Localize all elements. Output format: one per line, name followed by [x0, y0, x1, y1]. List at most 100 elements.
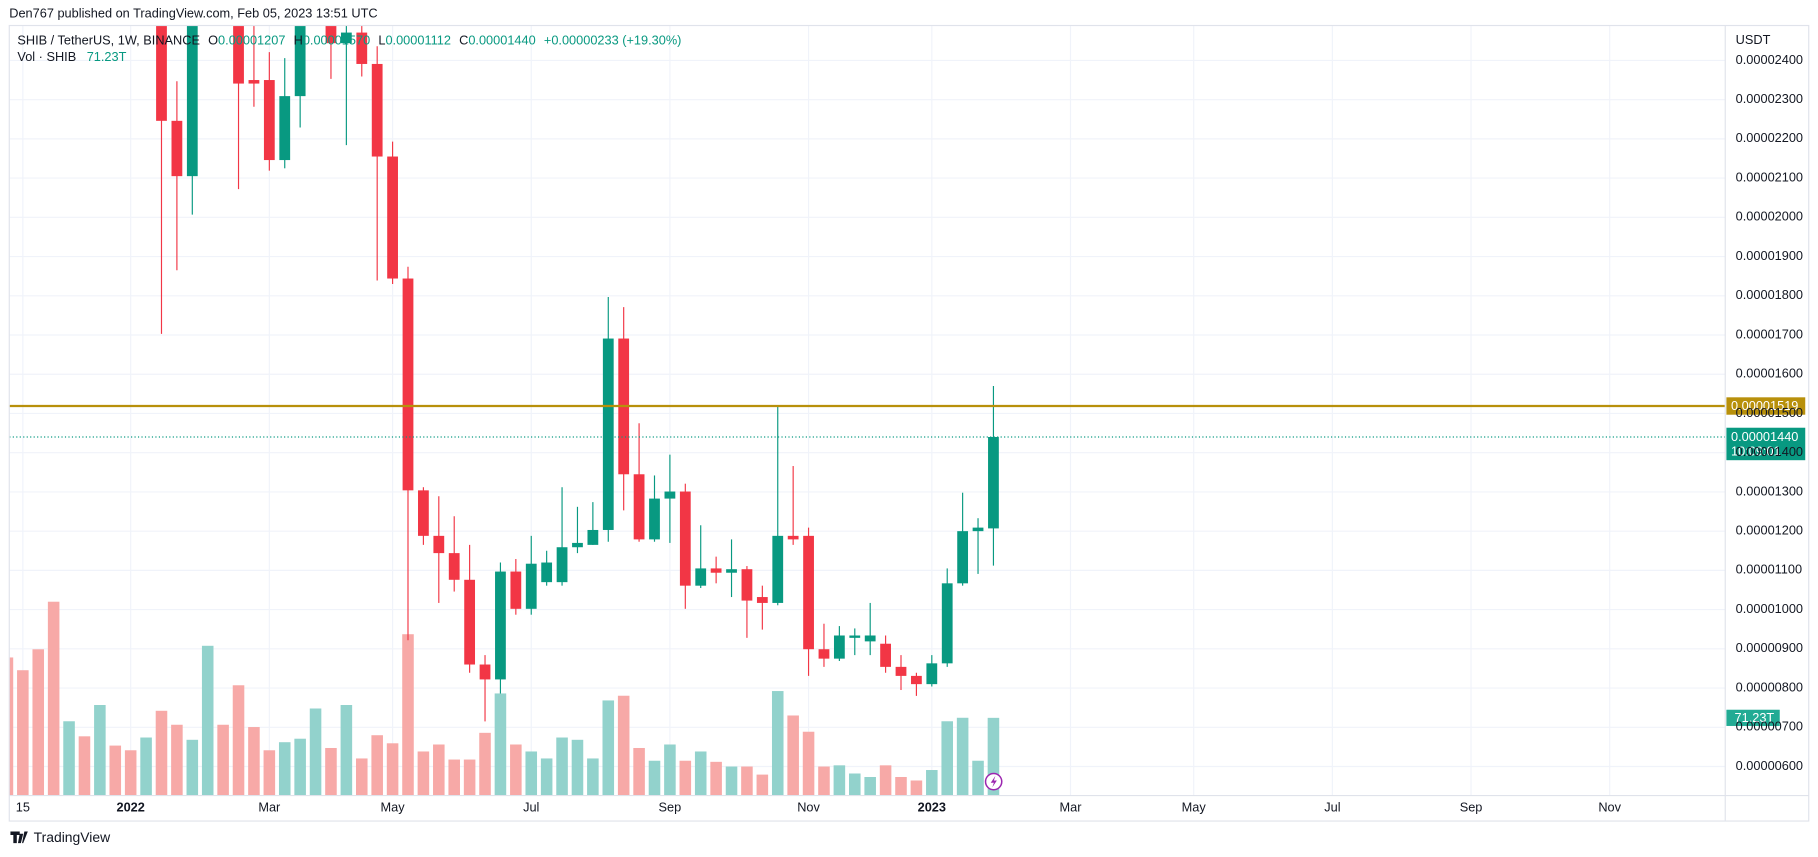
- volume-bar: [540, 758, 553, 796]
- candle-body: [433, 535, 445, 554]
- y-tick-label: 0.00002200: [1736, 130, 1803, 145]
- candle-body: [772, 535, 784, 603]
- volume-bar: [109, 745, 122, 796]
- axis-unit: USDT: [1736, 32, 1771, 47]
- candle-body: [294, 25, 306, 97]
- volume-bar: [617, 695, 630, 796]
- volume-bar: [278, 742, 291, 796]
- x-tick-label: Sep: [659, 800, 682, 815]
- candle-body: [941, 583, 953, 664]
- x-tick-label: Sep: [1460, 800, 1483, 815]
- candle-body: [726, 569, 737, 573]
- volume-bar: [879, 765, 892, 796]
- volume-bar: [63, 721, 75, 796]
- volume-bar: [140, 737, 152, 796]
- volume-bar: [802, 731, 815, 796]
- volume-bar: [78, 736, 91, 796]
- candle-body: [448, 553, 460, 580]
- volume-legend: Vol · SHIB 71.23T: [17, 49, 126, 64]
- candle-body: [248, 80, 260, 84]
- candle-body: [972, 527, 984, 532]
- candle-body: [340, 32, 352, 44]
- candle-body: [186, 25, 198, 177]
- legend-key: O: [208, 33, 218, 48]
- y-tick-label: 0.00001300: [1736, 483, 1803, 498]
- volume-bar: [818, 766, 830, 796]
- candle-body: [833, 635, 845, 659]
- volume-bar: [9, 657, 14, 796]
- candle-body: [356, 32, 368, 64]
- candle-body: [402, 278, 414, 491]
- y-tick-label: 0.00002100: [1736, 169, 1803, 184]
- y-tick-label: 0.00002000: [1736, 209, 1803, 224]
- candle-body: [602, 338, 614, 530]
- volume-bar: [371, 735, 383, 796]
- candle-body: [263, 80, 275, 161]
- candle-body: [325, 25, 337, 44]
- y-tick-label: 0.00001700: [1736, 326, 1803, 341]
- candle-body: [464, 579, 476, 665]
- volume-bar: [910, 780, 923, 796]
- volume-bar: [186, 739, 199, 796]
- candle-body: [633, 474, 645, 540]
- candle-body: [926, 663, 938, 685]
- replay-icon[interactable]: [984, 772, 1003, 791]
- candle-body: [664, 491, 676, 499]
- volume-bar: [32, 649, 45, 796]
- volume-bar: [355, 758, 368, 796]
- legend-line: SHIB / TetherUS, 1W, BINANCE O0.00001207…: [17, 33, 681, 48]
- volume-bar: [494, 693, 507, 796]
- y-tick-label: 0.00000700: [1736, 719, 1803, 734]
- y-tick-label: 0.00000900: [1736, 640, 1803, 655]
- x-tick-label: Nov: [797, 800, 820, 815]
- x-tick-label: May: [381, 800, 406, 815]
- volume-bar: [571, 739, 584, 796]
- candle-body: [710, 568, 722, 573]
- y-tick-label: 0.00001100: [1736, 562, 1802, 577]
- volume-bar: [155, 710, 168, 796]
- volume-bar: [694, 751, 707, 796]
- x-tick-label: Nov: [1598, 800, 1621, 815]
- volume-bar: [756, 774, 769, 796]
- legend-value: 0.00001570: [303, 33, 370, 48]
- candle-body: [649, 498, 660, 540]
- last-price-label: 0.00001440: [1731, 429, 1798, 444]
- y-tick-label: 0.00001500: [1736, 405, 1803, 420]
- candle-body: [510, 571, 522, 609]
- y-tick-label: 0.00001800: [1736, 287, 1803, 302]
- candle-body: [988, 437, 999, 529]
- candle-body: [156, 25, 167, 121]
- volume-bar: [433, 744, 445, 796]
- y-tick-label: 0.00001200: [1736, 523, 1803, 538]
- volume-bar: [771, 691, 784, 796]
- candle-body: [895, 666, 907, 676]
- volume-bar: [664, 744, 676, 796]
- candle-body: [572, 542, 583, 548]
- x-tick-label: 2022: [116, 800, 144, 815]
- volume-bar: [47, 601, 60, 796]
- candle-body: [787, 535, 799, 540]
- candle-body: [679, 491, 691, 586]
- y-tick-label: 0.00000600: [1736, 758, 1803, 773]
- volume-bar: [941, 721, 953, 796]
- volume-bar: [710, 761, 722, 796]
- legend-value: 0.00001207: [218, 33, 285, 48]
- x-tick-label: Jul: [1324, 800, 1340, 815]
- volume-bar: [787, 715, 799, 796]
- y-tick-label: 0.00001000: [1736, 601, 1803, 616]
- volume-bar: [248, 727, 260, 796]
- volume-bar: [510, 744, 522, 796]
- volume-bar: [309, 708, 322, 796]
- candle-body: [695, 568, 707, 586]
- volume-bar: [633, 747, 645, 796]
- y-tick-label: 0.00002300: [1736, 91, 1803, 106]
- volume-legend-name: Vol · SHIB: [17, 49, 76, 64]
- volume-bar: [587, 758, 599, 796]
- volume-bar: [463, 759, 476, 796]
- volume-bar: [972, 760, 984, 796]
- volume-bar: [217, 724, 229, 796]
- legend-key: H: [294, 33, 303, 48]
